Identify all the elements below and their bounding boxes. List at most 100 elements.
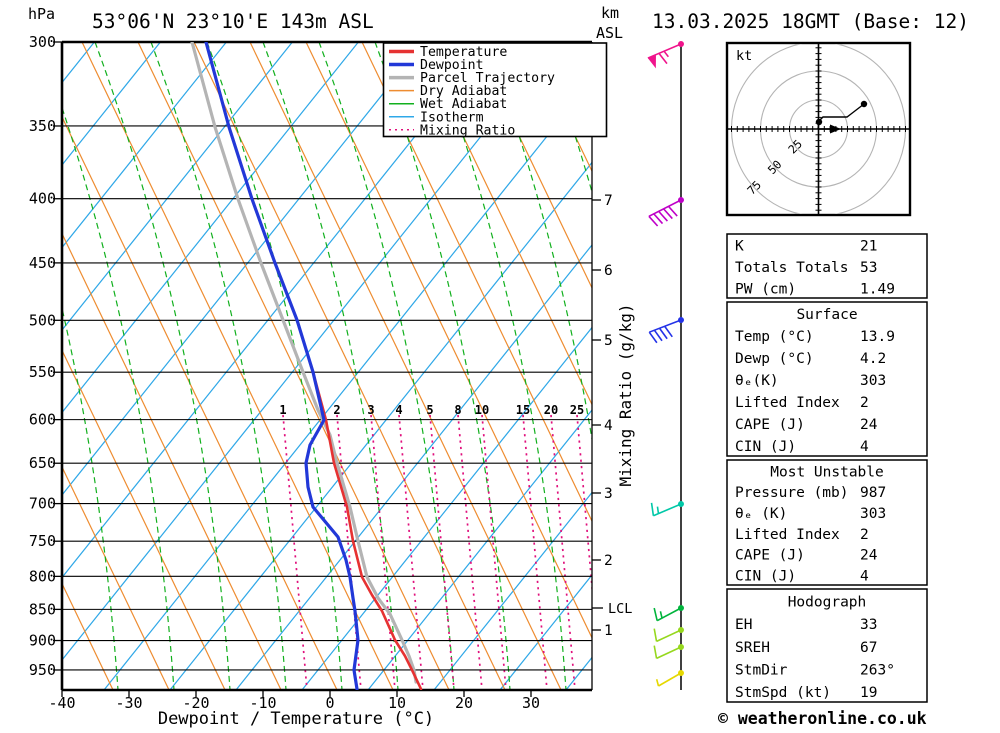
legend-label: Temperature (420, 45, 507, 60)
table-row-value: 2 (860, 527, 869, 543)
wind-barb (653, 644, 684, 660)
mixing-ratio-line (522, 414, 548, 690)
pressure-tick-label: 950 (29, 661, 56, 679)
temperature-tick-label: 30 (522, 694, 540, 712)
table-row-value: 2 (860, 395, 869, 411)
wind-barb-full-tick (653, 329, 663, 342)
mixing-ratio-value-label: 3 (367, 403, 374, 417)
mixing-ratio-value-label: 25 (570, 403, 584, 417)
mixing-ratio-axis-label: Mixing Ratio (g/kg) (616, 303, 635, 486)
wind-barb-full-tick (653, 607, 658, 621)
hodograph-trace-dot (860, 100, 868, 108)
wind-barb-full-tick (648, 331, 658, 344)
temperature-tick-label: 20 (455, 694, 473, 712)
wind-barb-shaft (656, 629, 682, 643)
sounding-curves (190, 42, 423, 690)
table-row-label: CIN (J) (735, 439, 796, 455)
km-tick-label: 7 (604, 193, 613, 209)
wet-adiabat-line (150, 42, 287, 690)
mixing-ratio-value-label: 2 (333, 403, 340, 417)
legend-label: Mixing Ratio (420, 123, 515, 138)
lcl-label: LCL (608, 601, 632, 617)
isotherm-line (62, 42, 425, 496)
table-section: Hodograph EH 33 SREH 67 StmDir 263° StmSpd (kt)… (726, 588, 928, 703)
pressure-tick-label: 850 (29, 600, 56, 618)
pressure-tick-label: 550 (29, 363, 56, 381)
wet-adiabat-line (0, 42, 6, 690)
table-section-box (726, 588, 928, 703)
mixing-ratio-labels: 1 2 3 4 5 8 10 15 20 25 (279, 403, 584, 417)
isotherm-line (62, 42, 227, 249)
dry-adiabat-line (81, 42, 394, 690)
pressure-tick-label: 900 (29, 632, 56, 650)
pressure-tick-label: 800 (29, 567, 56, 585)
wind-barb (655, 670, 684, 687)
km-tick-label: 2 (604, 553, 613, 569)
altitude-unit-km-label: km (601, 4, 619, 22)
mixing-ratio-value-label: 1 (279, 403, 286, 417)
table-section-header: Hodograph (788, 595, 867, 611)
dry-adiabat-line (473, 42, 592, 290)
table-row-label: Lifted Index (735, 527, 840, 543)
pressure-tick-label: 400 (29, 190, 56, 208)
wind-barb-half-tick (655, 679, 660, 687)
wet-adiabat-line (262, 42, 399, 690)
legend-label: Wet Adiabat (420, 97, 507, 112)
dry-adiabat-line (62, 465, 170, 690)
table-row-label: θₑ (K) (735, 506, 787, 522)
dry-adiabat-line (62, 232, 282, 690)
table-row-label: Dewp (°C) (735, 351, 814, 367)
dry-adiabat-line (62, 348, 226, 690)
dry-adiabat-line (529, 42, 592, 173)
wind-barb-full-tick (648, 215, 659, 227)
km-tick-label: 6 (604, 263, 613, 279)
table-row-label: θₑ(K) (735, 373, 779, 389)
table-row-value: 24 (860, 548, 878, 564)
isotherm-line (0, 42, 28, 690)
mixing-ratio-value-label: 20 (544, 403, 558, 417)
pressure-tick-label: 500 (29, 311, 56, 329)
axis-tick-labels: 3003504004505005506006507007508008509009… (29, 33, 613, 712)
wind-barb-full-tick (667, 205, 678, 217)
wind-barb-half-tick (659, 611, 663, 619)
wind-barb (648, 317, 684, 344)
mixing-ratio-line (429, 414, 455, 690)
table-row-label: K (735, 239, 744, 255)
hodograph-trace-dot (815, 118, 823, 126)
isotherm-line (62, 42, 491, 579)
table-row-label: PW (cm) (735, 281, 796, 297)
wind-barb-shaft (658, 672, 682, 687)
parcel-trajectory-curve (190, 42, 418, 684)
table-row-label: Temp (°C) (735, 329, 814, 345)
mixing-ratio-line (370, 414, 396, 690)
isotherm-line (433, 491, 592, 690)
table-row-value: 4.2 (860, 351, 886, 367)
wind-barb (647, 41, 684, 69)
wet-adiabat-line (94, 42, 231, 690)
wind-barb-half-tick (656, 506, 660, 514)
dry-adiabat-line (249, 42, 562, 690)
temperature-tick-label: -30 (115, 694, 142, 712)
table-section: Most Unstable Pressure (mb) 987 θₑ (K) 303 Li… (726, 459, 928, 586)
isotherm-line (103, 79, 592, 690)
pressure-tick-label: 350 (29, 117, 56, 135)
table-row-label: StmDir (735, 662, 788, 678)
wind-barb-full-tick (663, 208, 673, 220)
table-row-value: 33 (860, 617, 877, 633)
table-row-value: 19 (860, 685, 877, 701)
pressure-tick-label: 700 (29, 495, 56, 513)
table-row-value: 1.49 (860, 281, 895, 297)
wind-barb (653, 605, 684, 622)
wind-barb-full-tick (658, 210, 668, 222)
mixing-ratio-value-label: 5 (426, 403, 433, 417)
km-tick-label: 5 (604, 333, 613, 349)
temperature-tick-label: -20 (182, 694, 209, 712)
dry-adiabat-line (417, 42, 592, 406)
table-row-label: SREH (735, 640, 770, 656)
wind-barb-full-tick (658, 327, 668, 340)
table-row-label: CIN (J) (735, 568, 796, 584)
wet-adiabat-line (486, 42, 592, 443)
table-row-value: 53 (860, 260, 877, 276)
